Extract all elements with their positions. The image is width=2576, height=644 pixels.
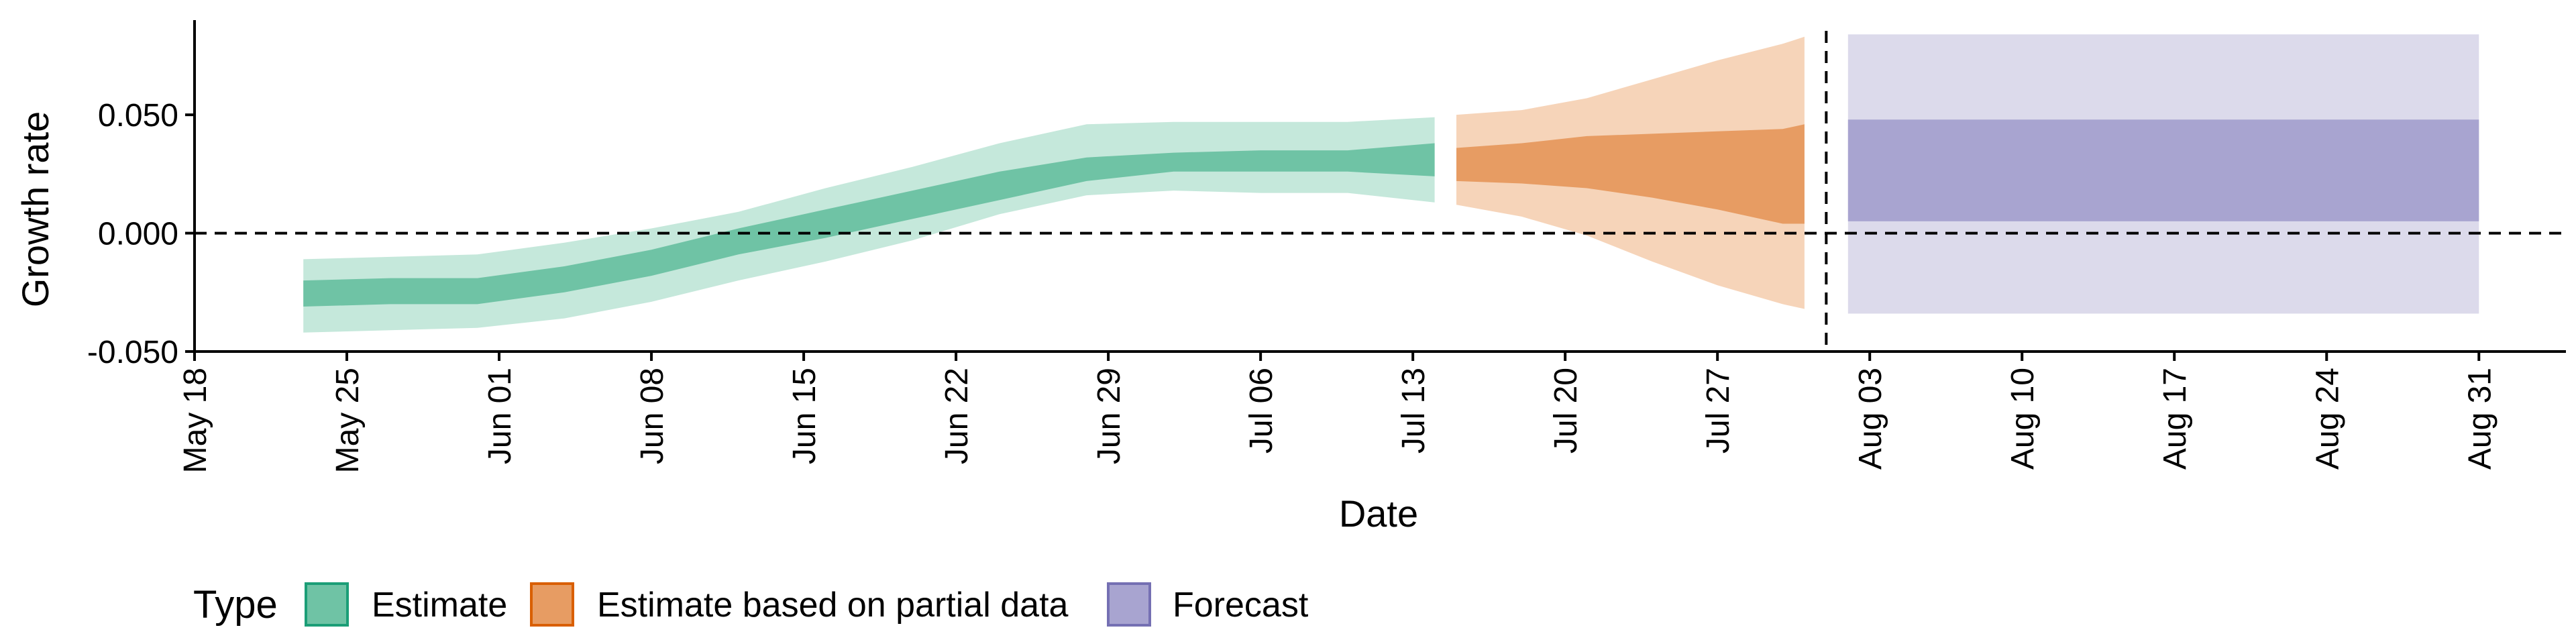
x-tick-label: Jul 06 — [1244, 368, 1279, 453]
x-tick-label: May 18 — [178, 368, 213, 473]
x-tick-label: Aug 10 — [2005, 368, 2041, 470]
reference-lines — [195, 31, 2566, 352]
x-tick-label: Jul 20 — [1548, 368, 1584, 453]
x-tick-label: Aug 24 — [2310, 368, 2345, 470]
legend-label-partial: Estimate based on partial data — [597, 586, 1069, 625]
band-layer — [303, 34, 2479, 333]
legend-label-estimate: Estimate — [372, 586, 507, 625]
legend: Type Estimate Estimate based on partial da… — [193, 582, 1309, 627]
legend-title: Type — [193, 583, 278, 627]
axes: -0.050 0.000 0.050 May 18 May 25 Jun 01 Jun 08… — [87, 20, 2566, 473]
partial-inner-band — [1456, 124, 1805, 224]
forecast-inner-band — [1847, 119, 2479, 221]
x-tick-label: Jun 15 — [787, 368, 822, 464]
x-tick-label: Jul 27 — [1701, 368, 1736, 453]
y-axis-title: Growth rate — [14, 111, 56, 308]
x-tick-label: May 25 — [330, 368, 366, 473]
x-axis-title: Date — [1339, 492, 1418, 535]
x-tick-label: Jun 22 — [939, 368, 975, 464]
legend-swatch-estimate — [305, 582, 349, 627]
series-partial — [1456, 36, 1805, 309]
x-tick-label: Aug 17 — [2157, 368, 2193, 470]
x-tick-label: Jun 08 — [635, 368, 670, 464]
x-tick-label: Jun 29 — [1091, 368, 1127, 464]
series-estimate — [303, 117, 1435, 333]
x-tick-label: Aug 31 — [2462, 368, 2498, 470]
series-forecast — [1847, 34, 2479, 314]
y-tick-label: 0.000 — [98, 217, 178, 252]
legend-label-forecast: Forecast — [1173, 586, 1309, 625]
y-tick-label: -0.050 — [87, 335, 178, 370]
x-tick-label: Jun 01 — [482, 368, 518, 464]
legend-swatch-partial — [530, 582, 574, 627]
y-tick-label: 0.050 — [98, 98, 178, 133]
x-tick-label: Aug 03 — [1853, 368, 1888, 470]
estimate-inner-band — [303, 143, 1435, 307]
legend-swatch-forecast — [1107, 582, 1151, 627]
x-tick-label: Jul 13 — [1396, 368, 1432, 453]
